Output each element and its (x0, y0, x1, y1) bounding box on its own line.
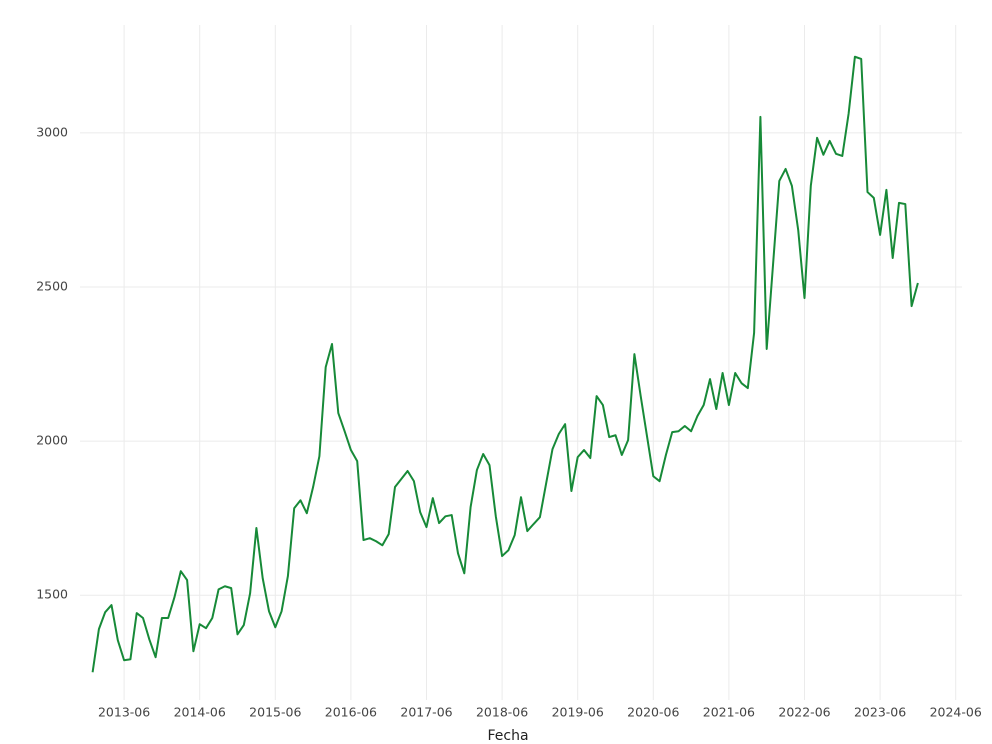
y-tick-label: 2000 (36, 433, 68, 448)
x-tick-label: 2013-06 (98, 705, 150, 720)
x-tick-label: 2019-06 (552, 705, 604, 720)
x-tick-label: 2017-06 (400, 705, 452, 720)
x-axis-title: Fecha (487, 728, 528, 744)
x-tick-label: 2015-06 (249, 705, 301, 720)
x-tick-label: 2020-06 (627, 705, 679, 720)
y-tick-label: 3000 (36, 124, 68, 139)
x-tick-label: 2021-06 (703, 705, 755, 720)
y-tick-label: 1500 (36, 587, 68, 602)
x-tick-label: 2016-06 (325, 705, 377, 720)
x-tick-label: 2023-06 (854, 705, 906, 720)
x-tick-label: 2018-06 (476, 705, 528, 720)
x-tick-label: 2022-06 (778, 705, 830, 720)
x-tick-label: 2024-06 (930, 705, 982, 720)
x-tick-label: 2014-06 (174, 705, 226, 720)
y-tick-label: 2500 (36, 278, 68, 293)
data-line (91, 55, 919, 673)
